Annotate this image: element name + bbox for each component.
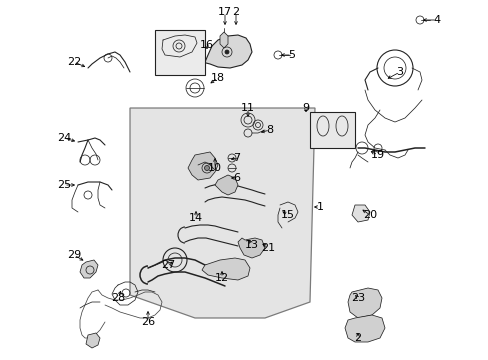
Polygon shape	[351, 205, 369, 222]
Text: 7: 7	[233, 153, 240, 163]
Circle shape	[224, 50, 228, 54]
Polygon shape	[203, 35, 251, 68]
Text: 4: 4	[432, 15, 440, 25]
Text: 10: 10	[207, 163, 222, 173]
Polygon shape	[215, 175, 238, 195]
Text: 24: 24	[57, 133, 71, 143]
Text: 9: 9	[302, 103, 309, 113]
Polygon shape	[345, 315, 384, 342]
Text: 11: 11	[241, 103, 254, 113]
Text: 28: 28	[111, 293, 125, 303]
Text: 19: 19	[370, 150, 384, 160]
Text: 20: 20	[362, 210, 376, 220]
FancyBboxPatch shape	[309, 112, 354, 148]
Text: 16: 16	[200, 40, 214, 50]
Polygon shape	[130, 108, 314, 318]
Text: 25: 25	[57, 180, 71, 190]
Polygon shape	[347, 288, 381, 318]
Text: 26: 26	[141, 317, 155, 327]
Polygon shape	[238, 238, 264, 258]
Polygon shape	[220, 32, 227, 48]
Text: 12: 12	[215, 273, 228, 283]
Text: 14: 14	[188, 213, 203, 223]
Text: 13: 13	[244, 240, 259, 250]
Text: 1: 1	[316, 202, 323, 212]
Text: 29: 29	[67, 250, 81, 260]
Text: 27: 27	[161, 260, 175, 270]
Text: 21: 21	[261, 243, 274, 253]
Polygon shape	[80, 260, 98, 278]
Text: 3: 3	[396, 67, 403, 77]
Text: 15: 15	[281, 210, 294, 220]
Text: 22: 22	[67, 57, 81, 67]
Text: 17: 17	[218, 7, 232, 17]
Polygon shape	[202, 258, 249, 280]
Text: 2: 2	[354, 333, 361, 343]
Text: 8: 8	[266, 125, 273, 135]
Text: 5: 5	[288, 50, 295, 60]
Polygon shape	[187, 152, 218, 180]
Polygon shape	[86, 333, 100, 348]
Circle shape	[204, 166, 209, 171]
Text: 23: 23	[350, 293, 365, 303]
Text: 2: 2	[232, 7, 239, 17]
Text: 6: 6	[233, 173, 240, 183]
FancyBboxPatch shape	[155, 30, 204, 75]
Text: 18: 18	[210, 73, 224, 83]
